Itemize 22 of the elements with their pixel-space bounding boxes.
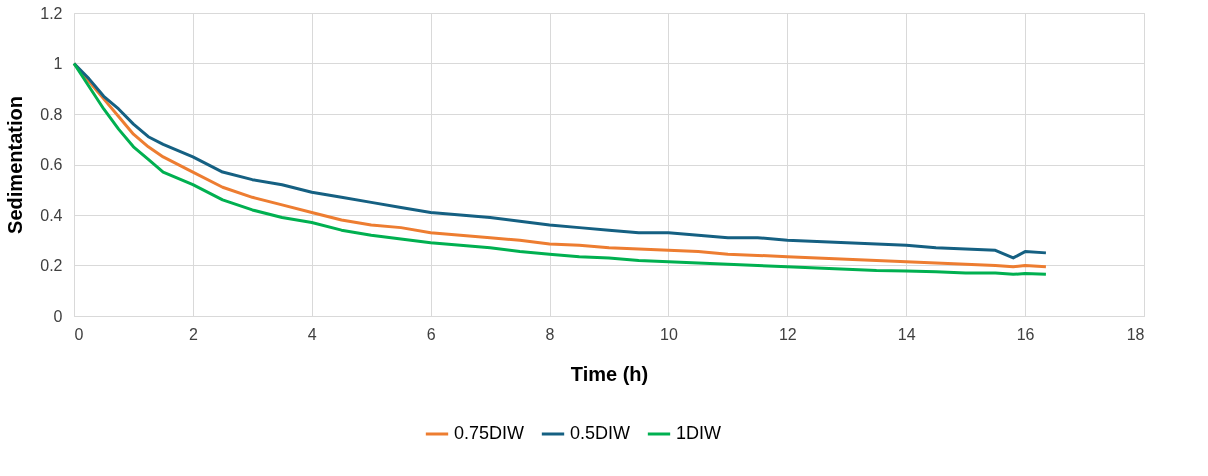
x-tick-label: 4 [307,325,317,343]
legend-label: 1DIW [676,423,722,443]
y-tick-label: 0.4 [40,206,63,224]
y-tick-label: 0.8 [40,105,63,123]
y-tick-label: 0.6 [40,156,63,173]
y-tick-label: 1.2 [40,4,63,22]
x-tick-label: 10 [660,325,678,343]
y-tick-label: 0.2 [40,257,63,274]
y-tick-label: 0 [53,307,63,325]
x-tick-label: 16 [1016,325,1035,343]
y-tick-label: 1 [53,55,63,72]
x-tick-label: 6 [426,325,436,343]
legend-label: 0.5DIW [570,423,631,443]
x-tick-label: 2 [188,325,198,343]
x-tick-label: 0 [74,325,84,343]
y-axis-title: Sedimentation [4,96,27,234]
x-tick-label: 8 [545,325,555,343]
x-tick-label: 12 [778,325,797,343]
x-tick-label: 14 [897,325,916,343]
legend-label: 0.75DIW [454,423,525,443]
x-tick-label: 18 [1126,325,1145,343]
x-axis-title: Time (h) [570,362,649,385]
